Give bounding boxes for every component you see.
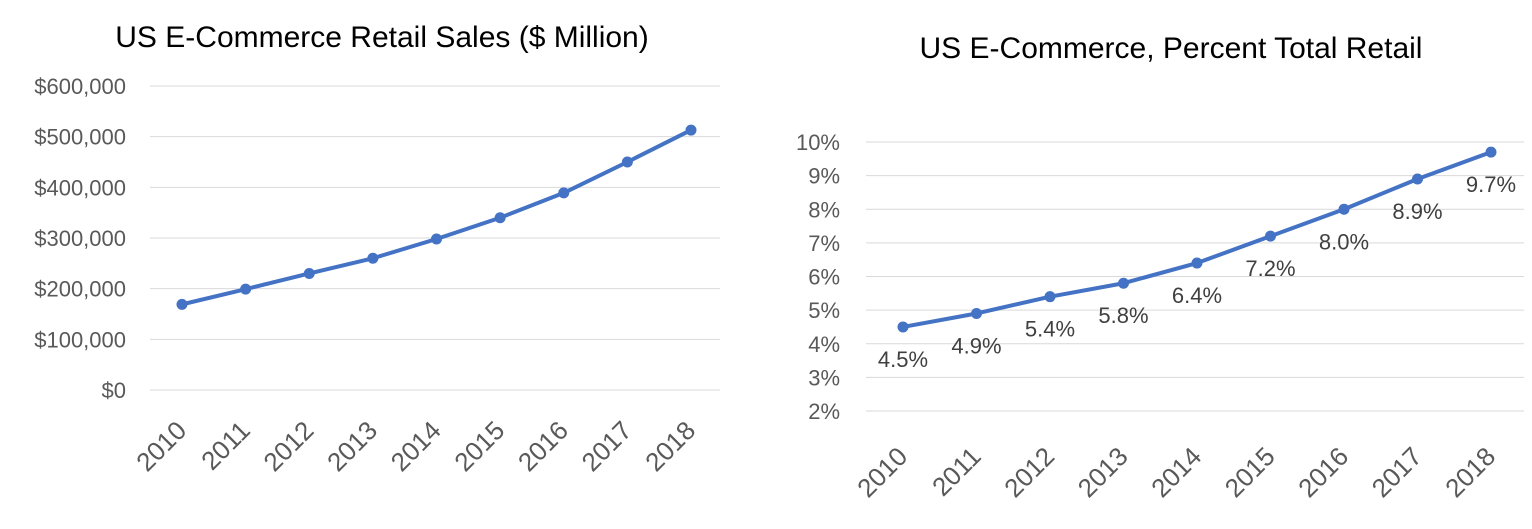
data-label: 5.8% (1098, 303, 1148, 328)
y-axis-ticks: 2% 3% 4% 5% 6% 7% 8% 9% 10% (796, 130, 840, 424)
x-tick-label: 2015 (448, 415, 510, 477)
data-point (1338, 203, 1350, 215)
data-label: 8.9% (1392, 199, 1442, 224)
data-point (240, 283, 252, 295)
data-label: 6.4% (1172, 283, 1222, 308)
data-point (897, 321, 909, 333)
y-tick-label: 10% (796, 130, 840, 155)
data-point (685, 124, 697, 136)
data-point (621, 156, 633, 168)
x-tick-label: 2011 (195, 415, 256, 476)
x-tick-label: 2018 (639, 415, 701, 477)
data-label: 7.2% (1245, 256, 1295, 281)
data-point (1265, 230, 1276, 242)
data-series (897, 146, 1497, 333)
data-point (176, 298, 188, 310)
data-label: 5.4% (1025, 317, 1075, 342)
x-tick-label: 2010 (130, 415, 192, 477)
x-tick-label: 2012 (998, 441, 1060, 503)
y-tick-label: 2% (808, 399, 840, 424)
data-point (1412, 173, 1423, 185)
data-label: 8.0% (1319, 229, 1369, 254)
x-tick-label: 2013 (1072, 441, 1134, 503)
y-tick-label: 3% (808, 365, 840, 390)
y-tick-label: $200,000 (34, 277, 126, 302)
chart-title: US E-Commerce, Percent Total Retail (920, 32, 1423, 65)
data-label: 4.9% (951, 333, 1001, 358)
y-tick-label: 8% (808, 197, 840, 222)
x-tick-label: 2016 (1292, 441, 1354, 503)
y-tick-label: $500,000 (34, 125, 126, 150)
data-point (1118, 277, 1129, 289)
y-tick-label: $300,000 (34, 226, 126, 251)
y-tick-label: 7% (808, 231, 840, 256)
x-tick-label: 2015 (1219, 441, 1281, 503)
x-tick-label: 2014 (385, 415, 447, 477)
data-point (1044, 291, 1056, 303)
x-tick-label: 2016 (512, 415, 574, 477)
data-point (971, 307, 982, 319)
chart-percent: US E-Commerce, Percent Total Retail 2% 3%… (796, 32, 1524, 503)
data-point (431, 233, 442, 245)
y-tick-label: $600,000 (34, 74, 126, 99)
data-labels: 4.5% 4.9% 5.4% 5.8% 6.4% 7.2% 8.0% 8.9% 9.7% (878, 172, 1516, 372)
data-label: 9.7% (1466, 172, 1516, 197)
y-tick-label: 6% (808, 265, 840, 290)
gridlines (866, 141, 1524, 412)
data-point (1485, 146, 1497, 158)
data-point (367, 252, 379, 264)
x-tick-label: 2010 (851, 441, 913, 503)
x-tick-label: 2014 (1145, 441, 1207, 503)
x-tick-label: 2011 (926, 441, 987, 502)
data-point (558, 187, 570, 199)
y-tick-label: 9% (808, 164, 840, 189)
data-point (494, 212, 506, 224)
x-tick-label: 2012 (257, 415, 319, 477)
x-axis-ticks: 2010 2011 2012 2013 2014 2015 2016 2017 2018 (130, 415, 701, 477)
y-tick-label: 5% (808, 298, 840, 323)
data-series (176, 124, 697, 310)
chart-title: US E-Commerce Retail Sales ($ Million) (115, 21, 648, 54)
data-point (303, 267, 315, 279)
y-tick-label: 4% (808, 332, 840, 357)
y-axis-ticks: $0 $100,000 $200,000 $300,000 $400,000 $500,0… (34, 74, 126, 403)
x-tick-label: 2017 (576, 415, 638, 477)
x-tick-label: 2013 (321, 415, 383, 477)
data-label: 4.5% (878, 347, 928, 372)
y-tick-label: $400,000 (34, 175, 126, 200)
data-point (1191, 257, 1203, 269)
x-tick-label: 2017 (1366, 441, 1428, 503)
x-tick-label: 2018 (1439, 441, 1501, 503)
y-tick-label: $0 (102, 378, 126, 403)
x-axis-ticks: 2010 2011 2012 2013 2014 2015 2016 2017 2018 (851, 441, 1501, 503)
y-tick-label: $100,000 (34, 327, 126, 352)
chart-sales: US E-Commerce Retail Sales ($ Million) $… (34, 21, 720, 477)
series-line (180, 128, 693, 307)
